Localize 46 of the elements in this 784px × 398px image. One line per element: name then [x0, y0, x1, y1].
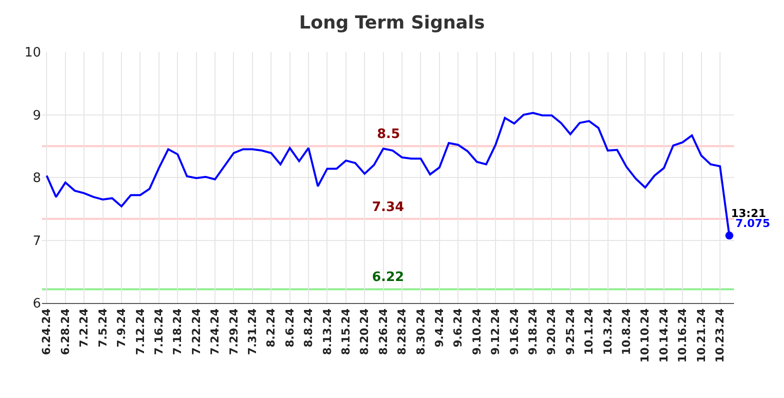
x-tick-label: 7.22.24: [190, 308, 203, 356]
x-tick-label: 10.10.24: [638, 308, 652, 363]
y-tick-label: 6: [32, 296, 41, 312]
x-tick-label: 7.24.24: [208, 308, 222, 356]
x-tick-label: 9.16.24: [508, 308, 521, 356]
x-tick-label: 8.20.24: [358, 308, 372, 356]
x-tick-label: 7.16.24: [152, 308, 166, 356]
x-tick-label: 8.6.24: [283, 308, 296, 348]
x-tick-label: 6.24.24: [40, 308, 54, 356]
y-tick-label: 8: [32, 171, 41, 186]
x-tick-label: 8.8.24: [302, 308, 316, 348]
x-tick-label: 8.2.24: [264, 308, 278, 348]
x-tick-label: 10.16.24: [676, 308, 690, 363]
x-tick-label: 9.4.24: [433, 308, 446, 348]
x-tick-label: 9.6.24: [452, 308, 465, 348]
y-tick-label: 7: [32, 234, 41, 249]
x-tick-label: 9.12.24: [489, 308, 502, 356]
x-tick-label: 10.21.24: [694, 308, 708, 363]
x-tick-label: 8.15.24: [339, 308, 352, 356]
x-tick-label: 6.28.24: [58, 308, 72, 356]
x-tick-label: 9.25.24: [564, 308, 577, 356]
x-tick-label: 7.5.24: [96, 308, 110, 348]
x-tick-label: 8.30.24: [414, 308, 428, 356]
x-tick-label: 7.9.24: [115, 308, 128, 348]
x-tick-label: 8.28.24: [396, 308, 409, 356]
x-tick-label: 9.18.24: [526, 308, 540, 356]
x-tick-label: 7.29.24: [227, 308, 240, 356]
x-tick-label: 7.31.24: [246, 308, 259, 356]
x-tick-label: 8.26.24: [376, 308, 390, 356]
x-tick-label: 10.23.24: [714, 308, 727, 363]
x-tick-label: 8.13.24: [320, 308, 334, 356]
ref-line-label: 7.34: [372, 200, 404, 215]
x-tick-label: 7.2.24: [78, 308, 91, 348]
y-tick-label: 9: [32, 108, 41, 124]
chart-title: Long Term Signals: [299, 12, 485, 34]
ref-line-label: 6.22: [372, 270, 404, 285]
x-tick-label: 9.10.24: [470, 308, 484, 356]
x-tick-label: 7.18.24: [171, 308, 184, 356]
x-tick-label: 9.20.24: [545, 308, 558, 356]
x-tick-label: 10.1.24: [582, 308, 596, 356]
x-tick-label: 10.14.24: [657, 308, 670, 363]
ref-line-label: 8.5: [377, 127, 400, 142]
x-tick-label: 10.3.24: [601, 308, 614, 356]
x-tick-label: 7.12.24: [134, 308, 147, 356]
x-tick-label: 10.8.24: [620, 308, 634, 356]
y-tick-label: 10: [24, 46, 41, 61]
